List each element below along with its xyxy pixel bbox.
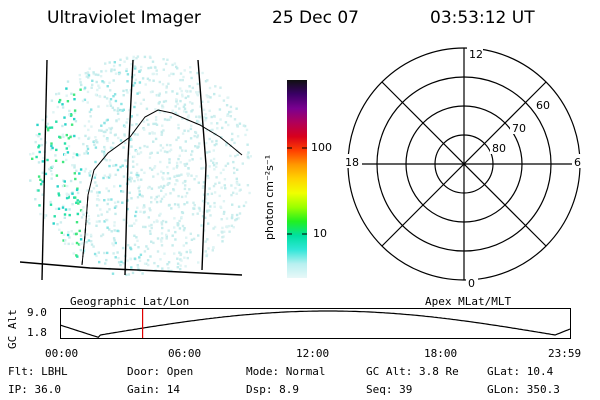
altitude-curve (60, 310, 571, 338)
xtick-2359: 23:59 (548, 347, 582, 360)
info-dsp: Dsp: 8.9 (246, 383, 299, 396)
xtick-0000: 00:00 (45, 347, 79, 360)
polar-mlt-plot[interactable]: 12 18 6 0 60 70 80 (340, 40, 600, 300)
colorbar-label: photon cm⁻²s⁻¹ (263, 154, 276, 240)
ytick-1-8: 1.8 (27, 326, 47, 339)
info-glon: GLon: 350.3 (487, 383, 560, 396)
lat-label-60: 60 (536, 99, 550, 112)
plot-frame (60, 308, 571, 339)
altitude-plot[interactable] (60, 308, 574, 342)
info-gain: Gain: 14 (127, 383, 180, 396)
xtick-1200: 12:00 (296, 347, 330, 360)
colorbar (287, 80, 307, 278)
instrument-title: Ultraviolet Imager (47, 8, 201, 28)
xtick-0600: 06:00 (168, 347, 202, 360)
mlt-label-12: 12 (469, 48, 483, 61)
xtick-1800: 18:00 (424, 347, 458, 360)
alt-ylabel: GC Alt (6, 309, 19, 349)
lat-label-70: 70 (512, 122, 526, 135)
coastline-dashed (81, 194, 89, 266)
info-filter: Flt: LBHL (8, 365, 68, 378)
mlt-label-18: 18 (345, 156, 359, 169)
info-door: Door: Open (127, 365, 194, 378)
info-mode: Mode: Normal (246, 365, 326, 378)
meridian-line (41, 59, 48, 280)
apex-caption: Apex MLat/MLT (425, 295, 512, 308)
ytick-9: 9.0 (27, 306, 47, 319)
mlt-label-6: 6 (574, 156, 581, 169)
parallel-line (20, 261, 243, 276)
coastline (81, 109, 243, 266)
geo-caption: Geographic Lat/Lon (70, 295, 190, 308)
uv-image-map[interactable] (20, 55, 252, 280)
date-label: 25 Dec 07 (272, 8, 359, 28)
colorbar-tick-100: 100 (311, 141, 332, 154)
time-label: 03:53:12 UT (430, 8, 535, 28)
colorbar-tick-10: 10 (313, 227, 327, 240)
info-seq: Seq: 39 (366, 383, 413, 396)
lat-label-80: 80 (492, 142, 506, 155)
meridian-line (124, 59, 134, 276)
info-glat: GLat: 10.4 (487, 365, 554, 378)
meridian-line (197, 59, 207, 271)
mlt-label-0: 0 (468, 277, 475, 290)
info-ip: IP: 36.0 (8, 383, 61, 396)
info-gc-alt: GC Alt: 3.8 Re (366, 365, 459, 378)
emission-dots (29, 55, 252, 277)
colorbar-gradient (287, 80, 307, 278)
